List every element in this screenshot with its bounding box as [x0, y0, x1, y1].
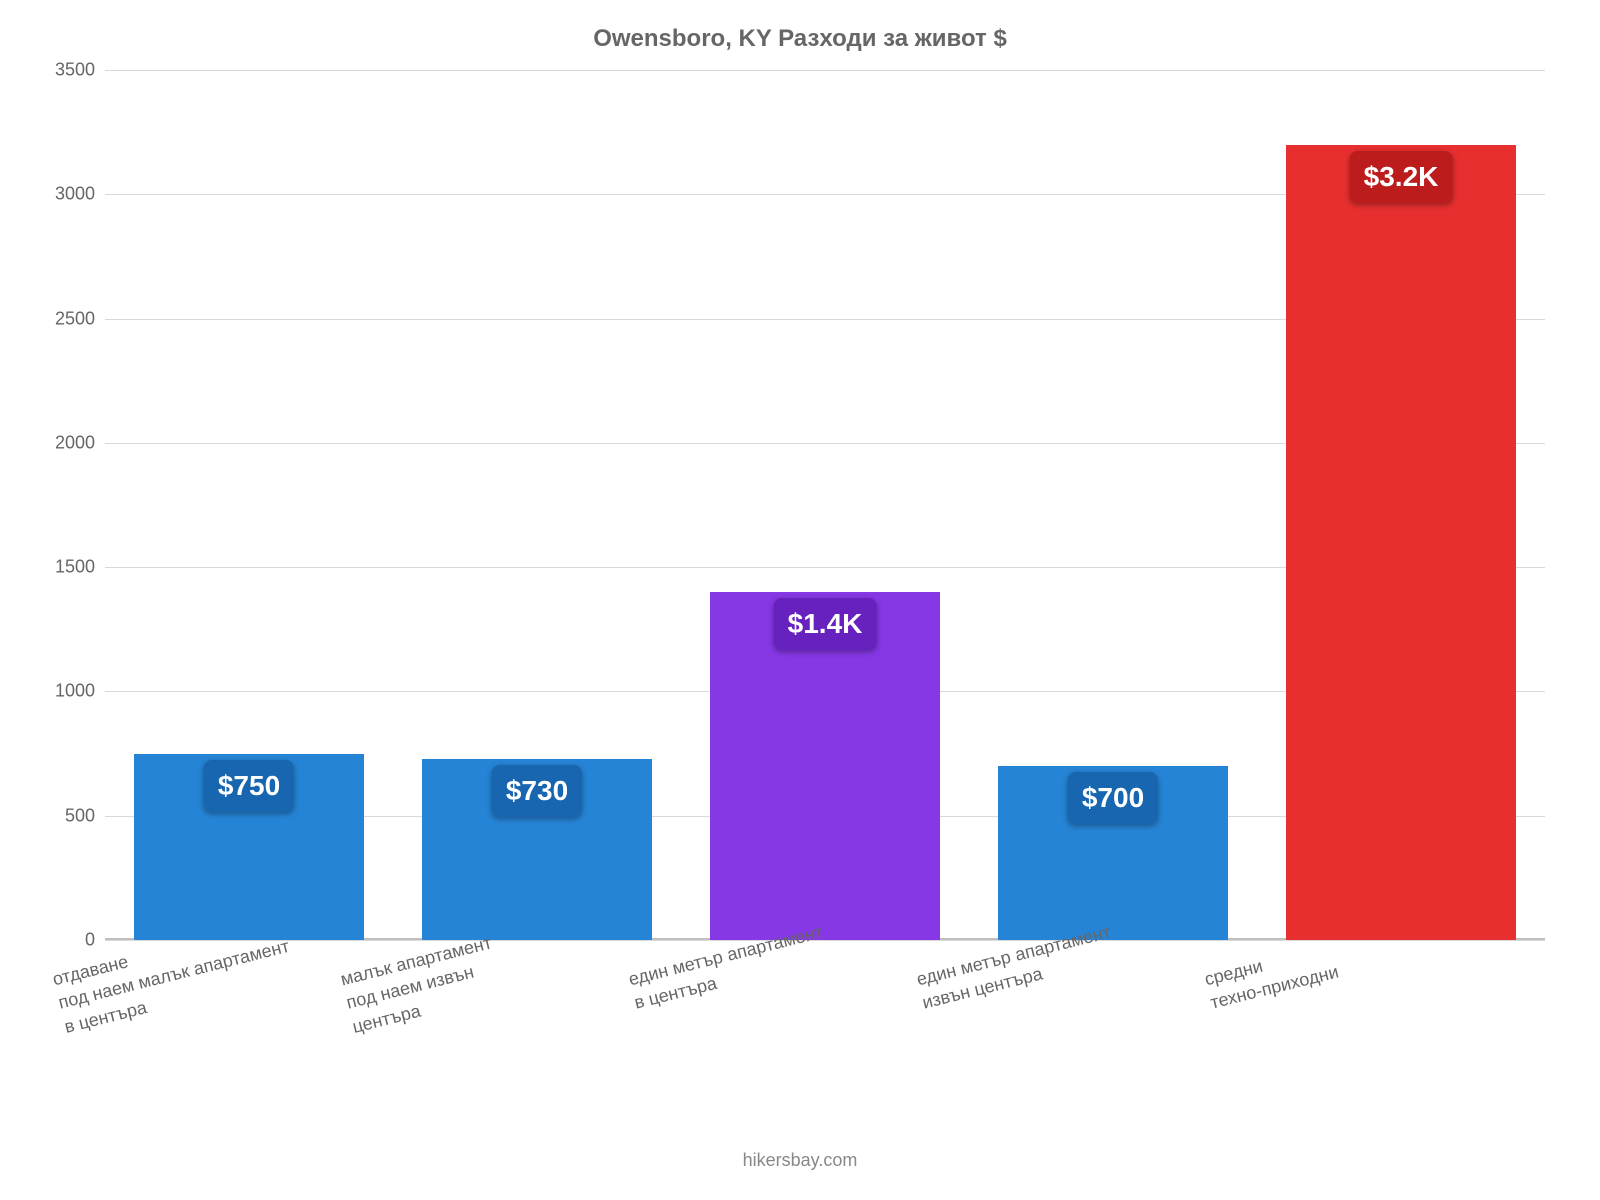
bar-value-label: $3.2K: [1350, 151, 1453, 203]
y-tick-label: 2000: [35, 432, 95, 453]
bar-value-label: $730: [492, 765, 582, 817]
chart-title: Owensboro, KY Разходи за живот $: [0, 25, 1600, 53]
y-tick-label: 1000: [35, 681, 95, 702]
y-tick-label: 0: [35, 930, 95, 951]
gridline: [105, 70, 1545, 71]
plot-area: $750 $730 $1.4K $700 $3.2K: [105, 70, 1545, 940]
y-tick-label: 3500: [35, 60, 95, 81]
bar-value-label: $700: [1068, 772, 1158, 824]
bar-value-label: $750: [204, 760, 294, 812]
bar: [1286, 145, 1516, 940]
bar-value-label: $1.4K: [774, 598, 877, 650]
chart-container: Owensboro, KY Разходи за живот $ $750 $73…: [0, 0, 1600, 1200]
y-tick-label: 500: [35, 805, 95, 826]
y-tick-label: 1500: [35, 557, 95, 578]
y-tick-label: 2500: [35, 308, 95, 329]
x-category-label: средни техно-приходни: [1202, 936, 1341, 1015]
attribution-text: hikersbay.com: [0, 1150, 1600, 1171]
x-category-label: малък апартамент под наем извън центъра: [338, 930, 506, 1038]
y-tick-label: 3000: [35, 184, 95, 205]
